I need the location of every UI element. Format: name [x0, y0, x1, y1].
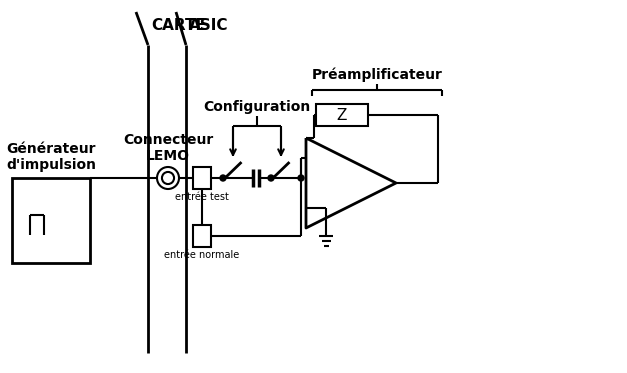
Bar [193, 167, 211, 189]
Bar [316, 104, 368, 126]
Bar [12, 178, 90, 263]
Text: Préamplificateur: Préamplificateur [312, 68, 443, 82]
Text: Connecteur
LEMO: Connecteur LEMO [123, 133, 213, 163]
Text: entrée normale: entrée normale [164, 250, 240, 260]
Text: entrée test: entrée test [175, 192, 229, 202]
Circle shape [268, 175, 274, 181]
Text: CARTE: CARTE [151, 18, 206, 33]
Bar [193, 225, 211, 247]
Text: Générateur
d'impulsion: Générateur d'impulsion [6, 142, 96, 172]
Circle shape [220, 175, 226, 181]
Text: ASIC: ASIC [189, 18, 228, 33]
Text: Z: Z [337, 107, 347, 122]
Circle shape [298, 175, 304, 181]
Text: Configuration: Configuration [203, 100, 310, 114]
